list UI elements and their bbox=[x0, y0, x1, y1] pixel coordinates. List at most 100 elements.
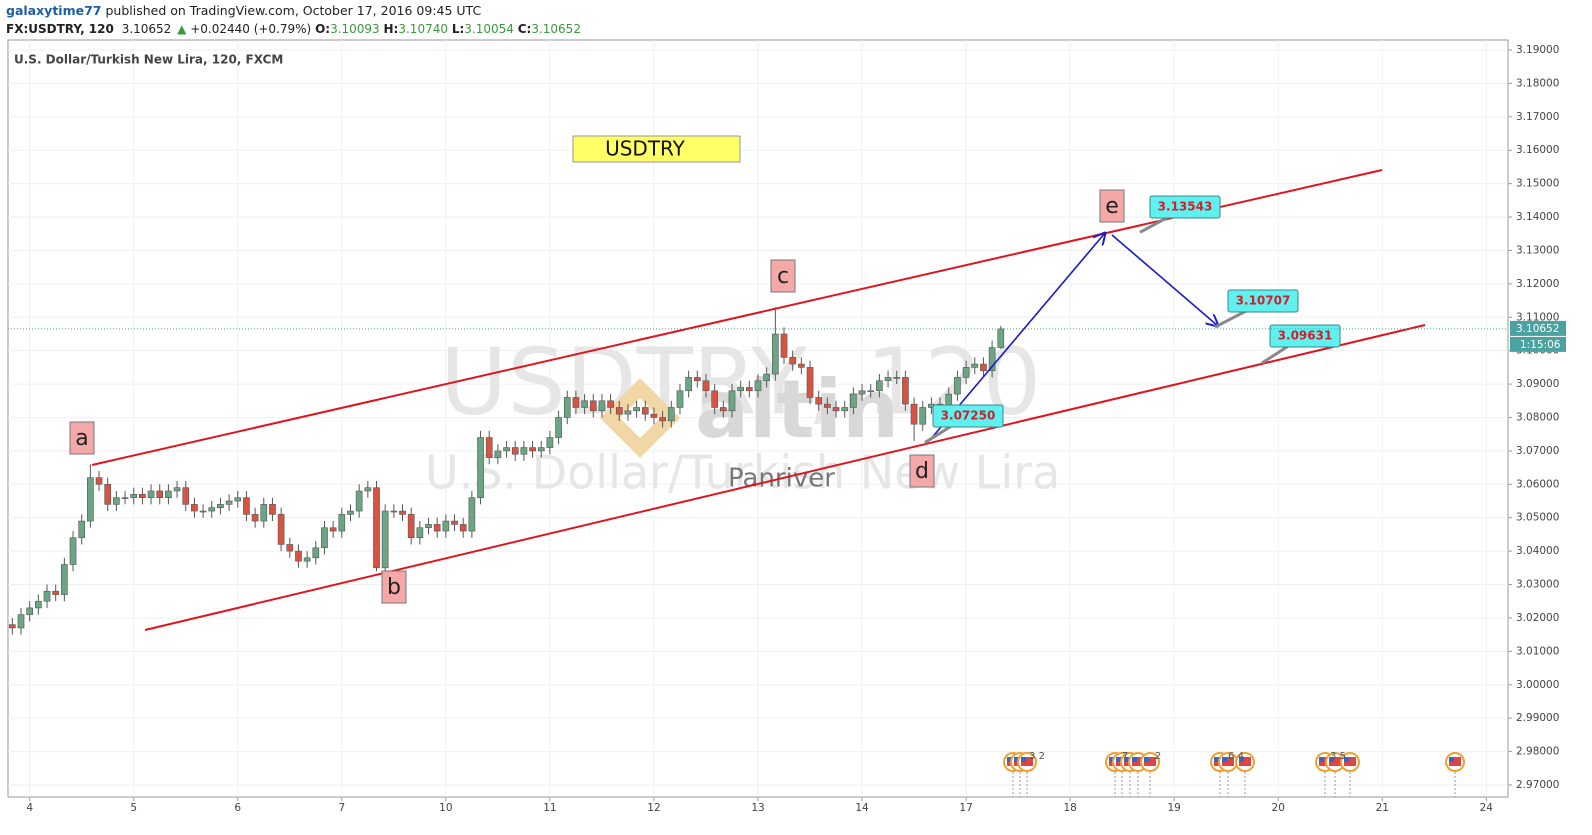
candle-body bbox=[355, 490, 363, 512]
y-tick-label: 3.05000 bbox=[1516, 512, 1559, 524]
x-tick-label: 18 bbox=[1063, 802, 1076, 814]
x-tick-label: 13 bbox=[751, 802, 764, 814]
candle-body bbox=[954, 377, 961, 395]
watermark-name: U.S. Dollar/Turkish New Lira bbox=[425, 446, 1060, 500]
event-count: 3 5 bbox=[1330, 751, 1346, 762]
candle-body bbox=[806, 367, 814, 398]
x-tick-label: 11 bbox=[543, 802, 556, 814]
candle-body bbox=[303, 557, 311, 562]
candle-body bbox=[130, 494, 138, 498]
l-label: L: bbox=[452, 22, 464, 36]
o-label: O: bbox=[315, 22, 330, 36]
y-tick-label: 3.18000 bbox=[1516, 77, 1559, 89]
candle-body bbox=[78, 520, 86, 539]
candle-body bbox=[113, 497, 120, 505]
candle-body bbox=[199, 510, 207, 513]
event-flag-canton bbox=[1124, 757, 1129, 762]
callout-pointer bbox=[1261, 343, 1291, 365]
x-tick-label: 5 bbox=[130, 802, 137, 814]
candle-body bbox=[884, 377, 892, 382]
candle-body bbox=[572, 397, 580, 408]
author: galaxytime77 bbox=[6, 3, 101, 18]
candle-body bbox=[581, 400, 588, 408]
candle-body bbox=[260, 504, 268, 522]
candle-body bbox=[147, 490, 155, 498]
event-flag bbox=[1132, 757, 1144, 766]
l-value: 3.10054 bbox=[464, 22, 514, 36]
event-flag-canton bbox=[1239, 757, 1244, 762]
channel-lower bbox=[144, 324, 1426, 631]
candle-body bbox=[208, 507, 216, 512]
event-count: 3 2 bbox=[1029, 751, 1045, 762]
callout-box bbox=[1227, 289, 1299, 313]
candle-body bbox=[381, 510, 389, 569]
symbol-box-text: USDTRY bbox=[605, 137, 686, 161]
event-flag-canton bbox=[1449, 757, 1454, 762]
candle-body bbox=[997, 328, 1005, 348]
y-tick-label: 3.00000 bbox=[1516, 679, 1559, 691]
y-tick-label: 3.14000 bbox=[1516, 211, 1559, 223]
candle-body bbox=[373, 487, 380, 569]
candle-body bbox=[902, 377, 909, 405]
event-count: 7 bbox=[1122, 751, 1128, 762]
y-tick-label: 3.03000 bbox=[1516, 579, 1559, 591]
candle-body bbox=[711, 390, 718, 408]
x-tick-label: 6 bbox=[234, 802, 241, 814]
x-tick-label: 14 bbox=[855, 802, 869, 814]
arrow: ▲ bbox=[177, 22, 187, 36]
callout-pointer bbox=[1214, 308, 1249, 329]
candle-body bbox=[364, 487, 372, 492]
candle-body bbox=[251, 514, 259, 522]
callout-box bbox=[932, 404, 1004, 428]
candle-body bbox=[607, 400, 614, 408]
candle-body bbox=[433, 524, 441, 532]
candle-body bbox=[95, 477, 103, 485]
candle-body bbox=[425, 524, 432, 529]
chart-title: U.S. Dollar/Turkish New Lira, 120, FXCM bbox=[14, 53, 283, 67]
candle-body bbox=[789, 357, 797, 365]
candle-body bbox=[615, 407, 623, 415]
callout-box bbox=[1269, 324, 1341, 348]
candle-body bbox=[555, 417, 562, 438]
x-tick-label: 12 bbox=[647, 802, 660, 814]
candle-body bbox=[763, 373, 771, 382]
candle-body bbox=[468, 497, 476, 532]
wave-label-box bbox=[909, 454, 935, 488]
event-flag bbox=[1344, 757, 1356, 766]
event-flag-canton bbox=[1116, 757, 1121, 762]
last-price-box bbox=[1510, 320, 1566, 336]
candle-body bbox=[269, 504, 276, 515]
candle-body bbox=[121, 497, 129, 499]
candle-body bbox=[772, 333, 779, 375]
change: +0.02440 (+0.79%) bbox=[190, 22, 311, 36]
y-tick-label: 3.11000 bbox=[1516, 311, 1559, 323]
candle-body bbox=[217, 504, 224, 508]
candle-body bbox=[399, 510, 406, 515]
candle-body bbox=[910, 403, 918, 425]
wave-label: b bbox=[387, 575, 401, 600]
callout-box bbox=[1149, 195, 1221, 219]
candle-body bbox=[182, 487, 190, 505]
o-value: 3.10093 bbox=[330, 22, 380, 36]
candle-body bbox=[494, 450, 502, 458]
event-flag-canton bbox=[1214, 757, 1219, 762]
published: published on TradingView.com, October 17… bbox=[105, 3, 481, 18]
event-flag bbox=[1449, 757, 1461, 766]
candle-body bbox=[850, 393, 857, 408]
candle-body bbox=[511, 447, 519, 455]
quote-line: FX:USDTRY, 120 3.10652 ▲ +0.02440 (+0.79… bbox=[6, 22, 581, 36]
candle-body bbox=[520, 447, 528, 455]
axes: 2.97000 2.98000 2.99000 3.00000 3.01000 3.020… bbox=[8, 44, 1566, 814]
event-flag bbox=[1329, 757, 1341, 766]
candle-body bbox=[598, 400, 606, 412]
candle-body bbox=[329, 527, 337, 532]
candle-body bbox=[876, 380, 883, 392]
y-tick-label: 3.16000 bbox=[1516, 144, 1559, 156]
candle-body bbox=[477, 437, 484, 498]
event-flag bbox=[1222, 757, 1234, 766]
candle-body bbox=[728, 390, 736, 412]
event-flag-canton bbox=[1319, 757, 1324, 762]
candle-body bbox=[745, 387, 753, 392]
candle-body bbox=[503, 447, 510, 452]
